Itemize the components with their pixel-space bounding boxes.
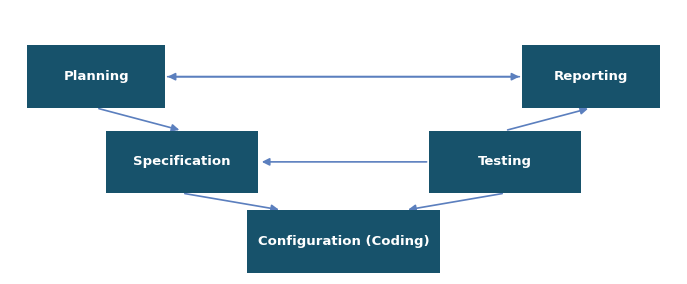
FancyBboxPatch shape — [522, 45, 660, 108]
Text: Planning: Planning — [63, 70, 129, 83]
FancyBboxPatch shape — [429, 131, 581, 193]
FancyBboxPatch shape — [247, 210, 440, 273]
Text: Reporting: Reporting — [554, 70, 628, 83]
Text: Configuration (Coding): Configuration (Coding) — [258, 235, 429, 248]
FancyBboxPatch shape — [106, 131, 258, 193]
Text: Testing: Testing — [478, 155, 532, 168]
FancyBboxPatch shape — [27, 45, 165, 108]
Text: Specification: Specification — [133, 155, 231, 168]
